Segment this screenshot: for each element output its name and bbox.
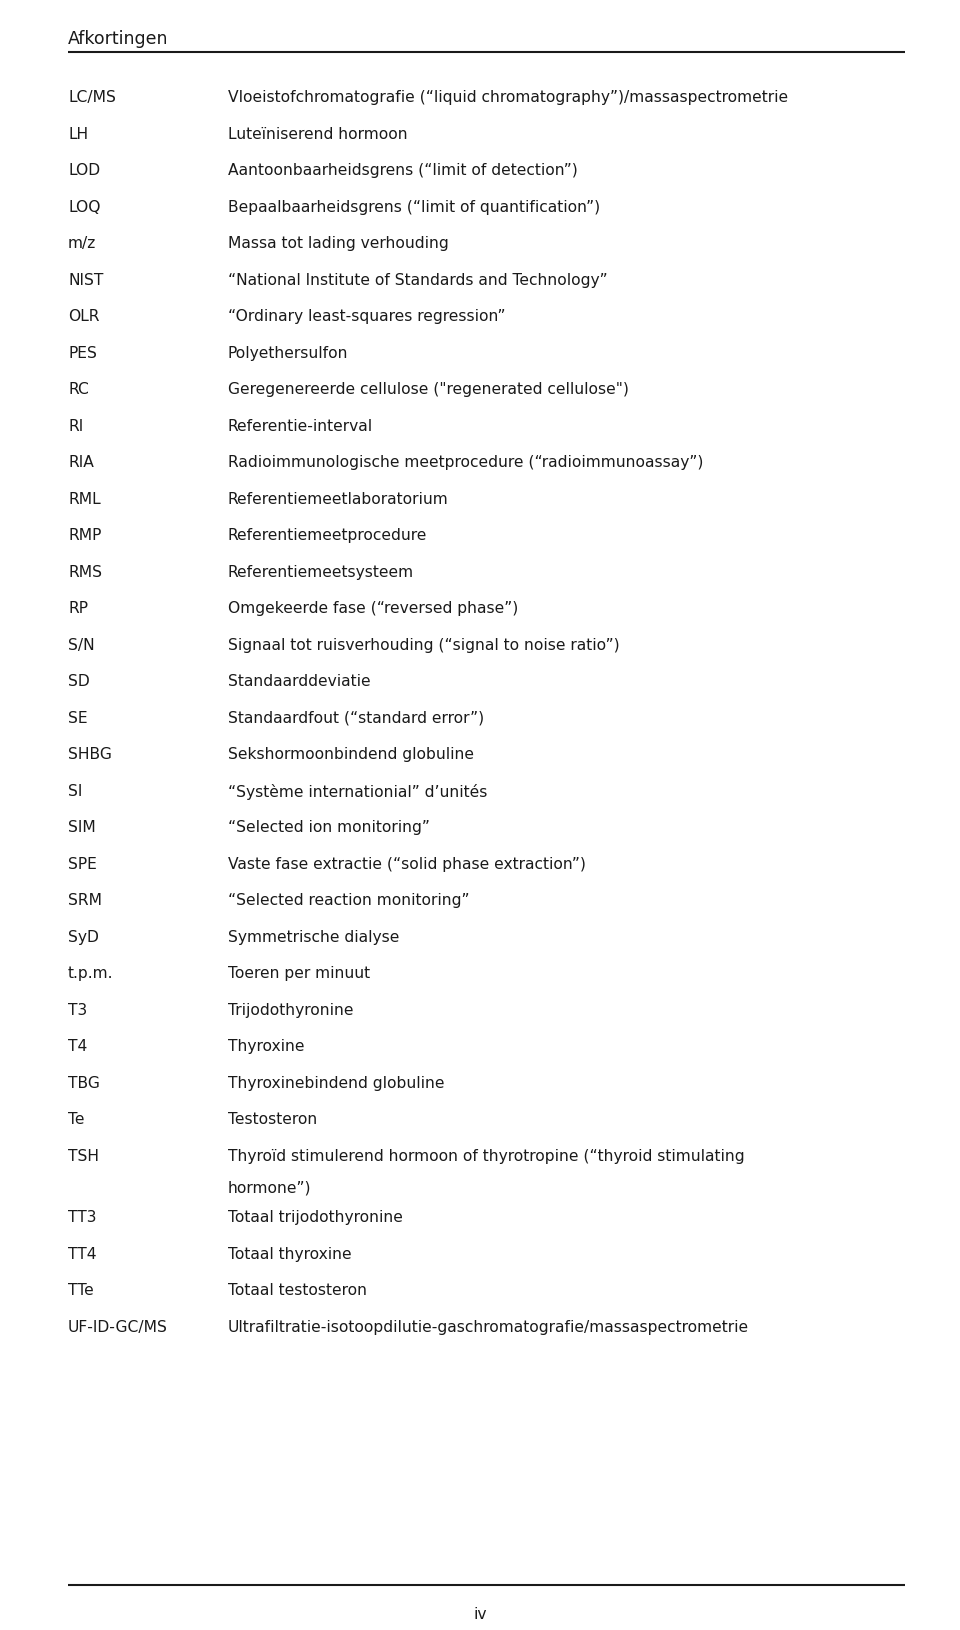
- Text: Luteïniserend hormoon: Luteïniserend hormoon: [228, 127, 408, 142]
- Text: RI: RI: [68, 419, 84, 434]
- Text: Thyroxinebindend globuline: Thyroxinebindend globuline: [228, 1076, 444, 1090]
- Text: Vloeistofchromatografie (“liquid chromatography”)/massaspectrometrie: Vloeistofchromatografie (“liquid chromat…: [228, 90, 788, 104]
- Text: Totaal trijodothyronine: Totaal trijodothyronine: [228, 1209, 403, 1226]
- Text: Trijodothyronine: Trijodothyronine: [228, 1002, 353, 1017]
- Text: Standaarddeviatie: Standaarddeviatie: [228, 673, 371, 689]
- Text: “National Institute of Standards and Technology”: “National Institute of Standards and Tec…: [228, 272, 608, 287]
- Text: Ultrafiltratie-isotoopdilutie-gaschromatografie/massaspectrometrie: Ultrafiltratie-isotoopdilutie-gaschromat…: [228, 1320, 749, 1335]
- Text: TTe: TTe: [68, 1283, 94, 1297]
- Text: SyD: SyD: [68, 929, 99, 944]
- Text: Referentiemeetsysteem: Referentiemeetsysteem: [228, 564, 414, 580]
- Text: Radioimmunologische meetprocedure (“radioimmunoassay”): Radioimmunologische meetprocedure (“radi…: [228, 455, 704, 469]
- Text: RIA: RIA: [68, 455, 94, 469]
- Text: RML: RML: [68, 492, 101, 507]
- Text: Afkortingen: Afkortingen: [68, 29, 169, 47]
- Text: T3: T3: [68, 1002, 87, 1017]
- Text: UF-ID-GC/MS: UF-ID-GC/MS: [68, 1320, 168, 1335]
- Text: Omgekeerde fase (“reversed phase”): Omgekeerde fase (“reversed phase”): [228, 601, 518, 616]
- Text: TBG: TBG: [68, 1076, 100, 1090]
- Text: “Selected ion monitoring”: “Selected ion monitoring”: [228, 820, 430, 835]
- Text: RMP: RMP: [68, 528, 102, 543]
- Text: “Selected reaction monitoring”: “Selected reaction monitoring”: [228, 893, 469, 908]
- Text: Aantoonbaarheidsgrens (“limit of detection”): Aantoonbaarheidsgrens (“limit of detecti…: [228, 163, 578, 178]
- Text: SHBG: SHBG: [68, 747, 112, 761]
- Text: Referentiemeetlaboratorium: Referentiemeetlaboratorium: [228, 492, 448, 507]
- Text: Vaste fase extractie (“solid phase extraction”): Vaste fase extractie (“solid phase extra…: [228, 856, 586, 872]
- Text: Thyroxine: Thyroxine: [228, 1038, 304, 1055]
- Text: Sekshormoonbindend globuline: Sekshormoonbindend globuline: [228, 747, 474, 761]
- Text: Symmetrische dialyse: Symmetrische dialyse: [228, 929, 399, 944]
- Text: Polyethersulfon: Polyethersulfon: [228, 346, 348, 360]
- Text: “Système internationial” d’unités: “Système internationial” d’unités: [228, 784, 488, 799]
- Text: “Ordinary least-squares regression”: “Ordinary least-squares regression”: [228, 310, 506, 324]
- Text: SIM: SIM: [68, 820, 96, 835]
- Text: RMS: RMS: [68, 564, 102, 580]
- Text: LOQ: LOQ: [68, 199, 101, 215]
- Text: NIST: NIST: [68, 272, 104, 287]
- Text: SE: SE: [68, 711, 87, 725]
- Text: RP: RP: [68, 601, 88, 616]
- Text: Testosteron: Testosteron: [228, 1112, 317, 1126]
- Text: Thyroïd stimulerend hormoon of thyrotropine (“thyroid stimulating: Thyroïd stimulerend hormoon of thyrotrop…: [228, 1149, 745, 1164]
- Text: Totaal testosteron: Totaal testosteron: [228, 1283, 367, 1297]
- Text: Geregenereerde cellulose ("regenerated cellulose"): Geregenereerde cellulose ("regenerated c…: [228, 381, 629, 398]
- Text: Bepaalbaarheidsgrens (“limit of quantification”): Bepaalbaarheidsgrens (“limit of quantifi…: [228, 199, 600, 215]
- Text: LOD: LOD: [68, 163, 100, 178]
- Text: LC/MS: LC/MS: [68, 90, 116, 104]
- Text: SD: SD: [68, 673, 89, 689]
- Text: TT4: TT4: [68, 1247, 97, 1262]
- Text: OLR: OLR: [68, 310, 100, 324]
- Text: Totaal thyroxine: Totaal thyroxine: [228, 1247, 351, 1262]
- Text: Massa tot lading verhouding: Massa tot lading verhouding: [228, 236, 448, 251]
- Text: T4: T4: [68, 1038, 87, 1055]
- Text: Referentie-interval: Referentie-interval: [228, 419, 373, 434]
- Text: TSH: TSH: [68, 1149, 99, 1164]
- Text: Standaardfout (“standard error”): Standaardfout (“standard error”): [228, 711, 484, 725]
- Text: S/N: S/N: [68, 637, 95, 652]
- Text: Referentiemeetprocedure: Referentiemeetprocedure: [228, 528, 427, 543]
- Text: t.p.m.: t.p.m.: [68, 967, 113, 981]
- Text: m/z: m/z: [68, 236, 96, 251]
- Text: SPE: SPE: [68, 856, 97, 872]
- Text: Signaal tot ruisverhouding (“signal to noise ratio”): Signaal tot ruisverhouding (“signal to n…: [228, 637, 619, 652]
- Text: RC: RC: [68, 381, 89, 398]
- Text: Toeren per minuut: Toeren per minuut: [228, 967, 371, 981]
- Text: TT3: TT3: [68, 1209, 97, 1226]
- Text: hormone”): hormone”): [228, 1180, 311, 1196]
- Text: PES: PES: [68, 346, 97, 360]
- Text: SRM: SRM: [68, 893, 102, 908]
- Text: iv: iv: [473, 1607, 487, 1622]
- Text: Te: Te: [68, 1112, 84, 1126]
- Text: LH: LH: [68, 127, 88, 142]
- Text: SI: SI: [68, 784, 83, 799]
